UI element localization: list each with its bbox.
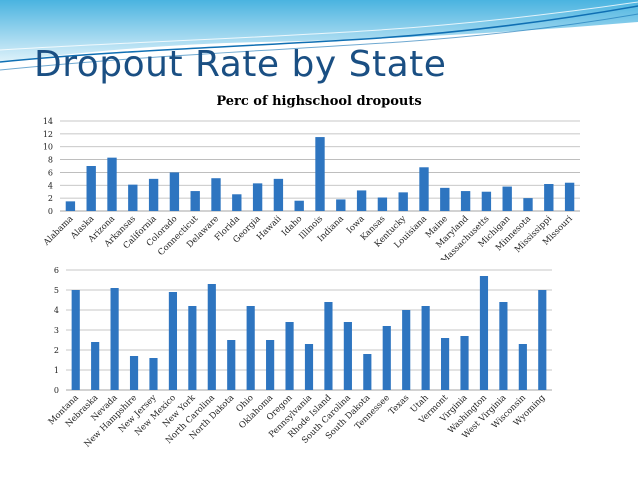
bar [227, 340, 236, 390]
y-tick-label: 12 [43, 130, 53, 139]
y-tick-label: 2 [54, 346, 59, 355]
bar [460, 191, 471, 211]
bar [356, 190, 367, 211]
bar [440, 187, 450, 211]
bar [128, 184, 138, 211]
bar [538, 290, 547, 390]
x-tick-label: Texas [387, 393, 411, 417]
bar [190, 191, 200, 211]
bar [304, 344, 314, 390]
bar [285, 322, 294, 390]
x-tick-label: Alabama [41, 214, 75, 248]
header-band-line [0, 5, 638, 63]
bar [544, 184, 554, 211]
bar [65, 201, 76, 211]
bar [502, 186, 512, 211]
bar [499, 302, 508, 390]
y-tick-label: 14 [43, 117, 53, 126]
y-tick-label: 2 [48, 194, 53, 203]
bar [363, 354, 372, 390]
slide-title: Dropout Rate by State [34, 44, 447, 85]
bar [343, 322, 352, 390]
y-tick-label: 10 [43, 143, 53, 152]
bar [523, 198, 533, 211]
header-wave [0, 0, 638, 62]
header-highlight-line [0, 1, 638, 51]
bar [211, 178, 221, 211]
bar [71, 290, 80, 390]
bar-chart-states-a-to-m: 02468101214AlabamaAlaskaArizonaArkansasC… [41, 117, 580, 260]
bar [336, 199, 346, 211]
y-tick-label: 1 [54, 366, 59, 375]
bar [207, 284, 216, 390]
y-tick-label: 4 [48, 181, 53, 190]
bar [91, 342, 100, 390]
bar [168, 292, 178, 390]
bar [86, 166, 96, 211]
bar [402, 310, 411, 390]
bar [294, 200, 304, 211]
bar [398, 192, 408, 211]
bar [382, 326, 391, 390]
bar [419, 167, 429, 211]
bar [324, 302, 333, 390]
y-tick-label: 6 [48, 168, 53, 177]
y-tick-label: 3 [54, 326, 59, 335]
bar [460, 336, 469, 390]
bar [169, 172, 180, 211]
bar [129, 356, 139, 390]
bar [232, 194, 242, 211]
bar [377, 197, 388, 211]
y-tick-label: 0 [54, 386, 59, 395]
bar [440, 338, 450, 390]
bar [107, 157, 117, 211]
bar [252, 183, 263, 211]
bar [188, 306, 197, 390]
bar [110, 288, 119, 390]
bar [315, 137, 325, 211]
bar [479, 276, 489, 390]
chart-title: Perc of highschool dropouts [216, 94, 422, 109]
y-tick-label: 0 [48, 207, 53, 216]
bar [246, 306, 255, 390]
slide-header-background [0, 0, 638, 71]
y-tick-label: 5 [54, 286, 59, 295]
bar [273, 178, 284, 211]
y-tick-label: 4 [54, 306, 59, 315]
bar [481, 191, 492, 211]
bar [148, 178, 159, 211]
bar [518, 344, 527, 390]
bar [564, 182, 575, 211]
y-tick-label: 8 [48, 156, 53, 165]
y-tick-label: 6 [54, 266, 59, 275]
bar [266, 340, 275, 390]
header-band-line [0, 13, 638, 71]
bar [421, 306, 430, 390]
bar [149, 358, 158, 390]
